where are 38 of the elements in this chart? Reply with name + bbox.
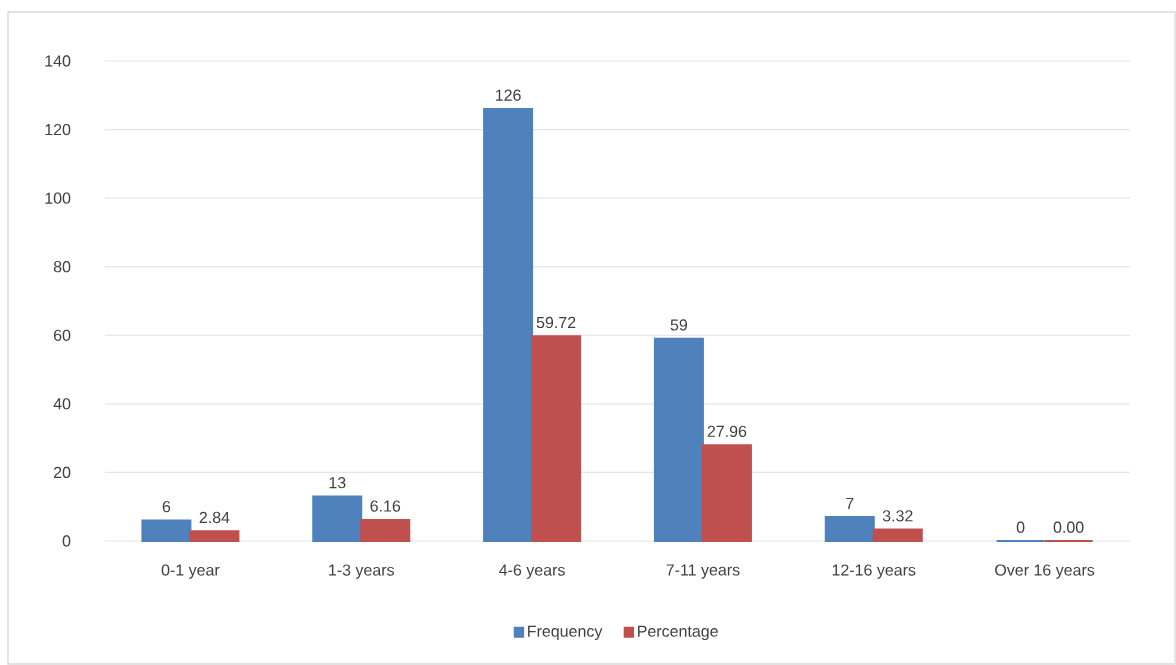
bar	[141, 519, 192, 542]
data-label: 59.72	[536, 316, 576, 329]
data-label: 27.96	[707, 425, 747, 438]
bar	[312, 495, 363, 542]
data-label: 3.32	[882, 510, 913, 522]
y-tick-label: 40	[53, 398, 71, 410]
data-label: 126	[495, 89, 521, 101]
y-tick-label: 20	[53, 466, 71, 479]
x-tick-label: Over 16 years	[995, 564, 1095, 579]
y-tick-label: 120	[45, 123, 71, 136]
bar	[531, 335, 582, 542]
data-label: 0	[1016, 521, 1025, 533]
data-label: 13	[329, 477, 346, 489]
bar	[360, 518, 411, 542]
bar	[653, 337, 704, 542]
x-tick-label: 7-11 years	[666, 564, 740, 579]
data-label: 2.84	[199, 511, 230, 524]
data-label: 59	[670, 319, 688, 331]
bar	[701, 444, 752, 542]
y-tick-label: 100	[45, 192, 71, 204]
bar	[189, 530, 240, 542]
data-label: 0.00	[1053, 521, 1084, 533]
y-tick-label: 60	[53, 329, 71, 341]
y-tick-label: 80	[53, 261, 71, 273]
bar	[872, 528, 923, 542]
y-tick-label: 0	[62, 535, 71, 547]
data-label: 6.16	[370, 500, 401, 512]
x-tick-label: 1-3 years	[329, 564, 395, 579]
data-label: 7	[846, 497, 854, 509]
data-label: 6	[162, 501, 171, 513]
y-tick-label: 140	[45, 55, 71, 67]
legend-label: Percentage	[638, 625, 718, 641]
legend-label: Frequency	[528, 625, 603, 641]
x-tick-label: 4-6 years	[499, 564, 565, 579]
x-tick-label: 0-1 year	[161, 564, 220, 579]
bar	[824, 516, 875, 542]
x-tick-label: 12-16 years	[832, 564, 916, 579]
bar	[483, 108, 534, 542]
